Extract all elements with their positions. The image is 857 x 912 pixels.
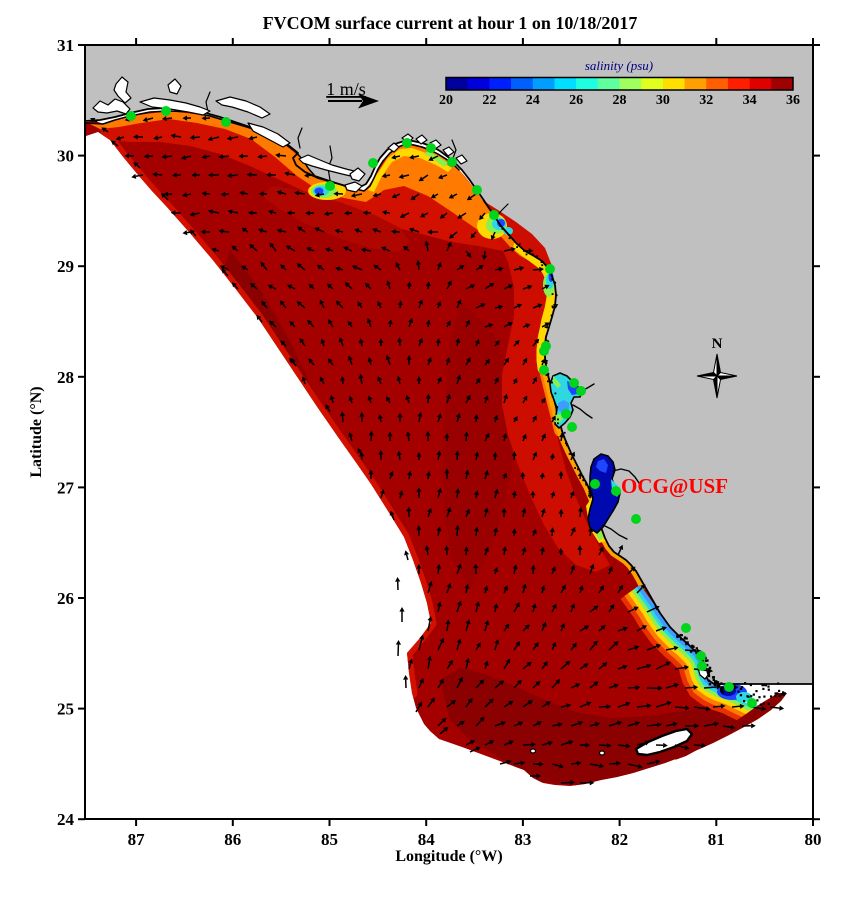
svg-text:87: 87: [128, 830, 146, 849]
svg-text:N: N: [712, 336, 723, 352]
svg-text:FVCOM surface current at hour: FVCOM surface current at hour 1 on 10/18…: [263, 13, 638, 33]
svg-text:24: 24: [57, 810, 75, 829]
svg-text:82: 82: [611, 830, 628, 849]
svg-text:85: 85: [321, 830, 338, 849]
svg-text:28: 28: [613, 93, 627, 108]
svg-text:26: 26: [57, 589, 74, 608]
svg-text:22: 22: [482, 93, 496, 108]
svg-text:20: 20: [439, 93, 453, 108]
svg-text:28: 28: [57, 368, 74, 387]
svg-text:30: 30: [656, 93, 670, 108]
svg-text:24: 24: [526, 93, 540, 108]
svg-text:31: 31: [57, 36, 74, 55]
svg-text:27: 27: [57, 478, 75, 497]
svg-text:Longitude (°W): Longitude (°W): [395, 848, 502, 865]
svg-text:26: 26: [569, 93, 583, 108]
svg-text:84: 84: [418, 830, 436, 849]
svg-text:36: 36: [786, 93, 800, 108]
svg-text:salinity (psu): salinity (psu): [585, 58, 653, 73]
svg-text:80: 80: [805, 830, 822, 849]
svg-text:32: 32: [699, 93, 713, 108]
svg-text:86: 86: [224, 830, 241, 849]
svg-text:34: 34: [743, 93, 757, 108]
svg-text:29: 29: [57, 257, 74, 276]
svg-text:81: 81: [708, 830, 725, 849]
svg-text:83: 83: [514, 830, 531, 849]
svg-text:OCG@USF: OCG@USF: [621, 474, 728, 498]
svg-text:Latitude (°N): Latitude (°N): [28, 386, 45, 477]
svg-text:25: 25: [57, 700, 74, 719]
svg-text:30: 30: [57, 147, 74, 166]
